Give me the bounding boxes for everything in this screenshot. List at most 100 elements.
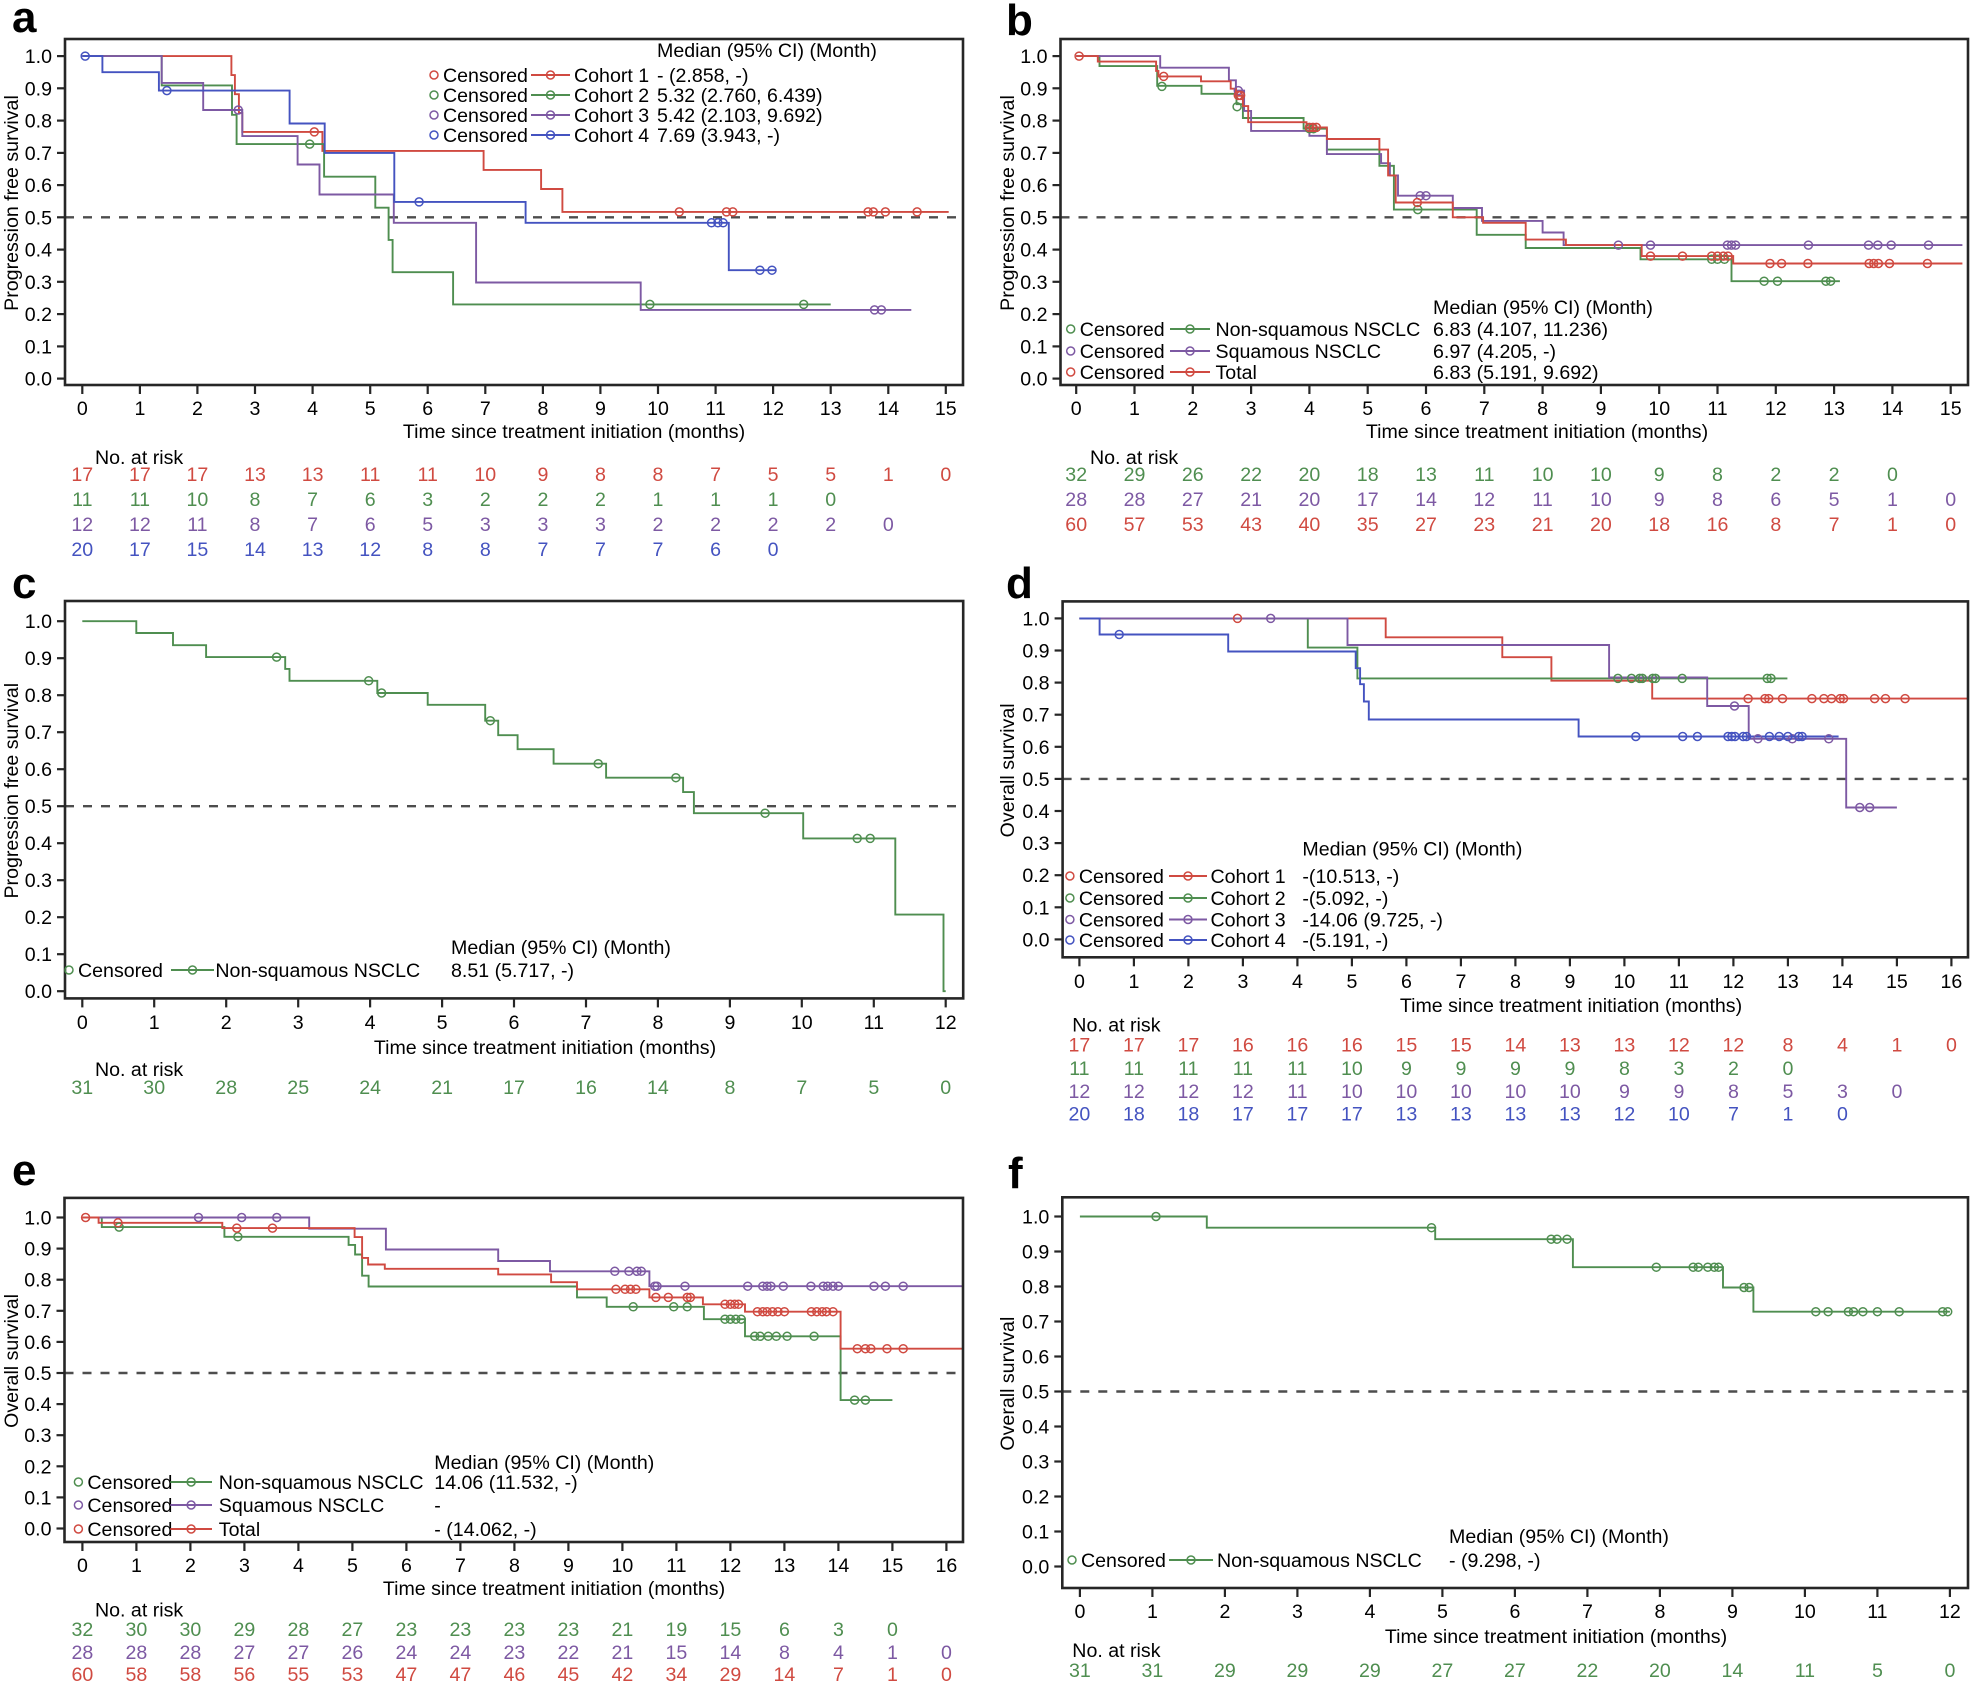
svg-text:31: 31 [1069,1660,1091,1682]
svg-text:0.0: 0.0 [24,1519,51,1541]
svg-text:12: 12 [1723,1035,1745,1057]
svg-text:0.7: 0.7 [24,1301,51,1323]
svg-text:2: 2 [1770,464,1781,486]
svg-text:0.8: 0.8 [25,685,52,707]
svg-text:10: 10 [1532,464,1554,486]
svg-text:0: 0 [1782,1058,1793,1080]
svg-text:9: 9 [1727,1601,1738,1623]
svg-text:43: 43 [1240,514,1262,536]
svg-text:29: 29 [1124,464,1146,486]
svg-text:0: 0 [1946,1035,1957,1057]
svg-text:25: 25 [287,1077,309,1099]
svg-text:4: 4 [833,1642,844,1664]
svg-text:9: 9 [1564,971,1575,993]
svg-text:53: 53 [1182,514,1204,536]
svg-text:15: 15 [882,1555,904,1577]
svg-text:56: 56 [234,1664,256,1682]
svg-text:7: 7 [307,514,318,536]
svg-text:1: 1 [1147,1601,1158,1623]
svg-text:3: 3 [537,514,548,536]
svg-text:No. at risk: No. at risk [95,1600,183,1622]
svg-text:17: 17 [1357,489,1379,511]
svg-text:32: 32 [1065,464,1087,486]
svg-text:22: 22 [1240,464,1262,486]
svg-text:2: 2 [1728,1058,1739,1080]
svg-text:12: 12 [1614,1104,1636,1126]
svg-text:27: 27 [1415,514,1437,536]
svg-text:Median (95% CI) (Month): Median (95% CI) (Month) [451,937,671,959]
svg-text:Overall survival: Overall survival [997,1317,1019,1451]
svg-text:5: 5 [365,398,376,420]
svg-text:Squamous NSCLC: Squamous NSCLC [219,1495,385,1517]
svg-text:14: 14 [1722,1660,1744,1682]
svg-text:0.6: 0.6 [1020,175,1047,197]
svg-text:0.5: 0.5 [1022,1382,1049,1404]
svg-text:0: 0 [941,1642,952,1664]
svg-text:23: 23 [504,1619,526,1641]
svg-text:Cohort 4: Cohort 4 [1211,930,1286,952]
svg-text:17: 17 [187,464,209,486]
svg-text:0.2: 0.2 [1022,1487,1049,1509]
svg-text:0.2: 0.2 [25,907,52,929]
svg-text:1: 1 [710,489,721,511]
svg-text:0.9: 0.9 [1022,1242,1049,1264]
svg-text:30: 30 [143,1077,165,1099]
svg-text:Cohort 4: Cohort 4 [574,125,649,147]
svg-text:18: 18 [1178,1104,1200,1126]
svg-text:18: 18 [1648,514,1670,536]
svg-text:26: 26 [342,1642,364,1664]
svg-text:12: 12 [1723,971,1745,993]
svg-text:14: 14 [828,1555,850,1577]
svg-text:2: 2 [595,489,606,511]
svg-text:0.5: 0.5 [24,1363,51,1385]
svg-text:12: 12 [1668,1035,1690,1057]
svg-text:29: 29 [234,1619,256,1641]
svg-text:0: 0 [1837,1104,1848,1126]
svg-text:0.5: 0.5 [25,796,52,818]
svg-text:No. at risk: No. at risk [95,447,183,469]
svg-text:Censored: Censored [1081,1550,1166,1572]
svg-text:No. at risk: No. at risk [1072,1640,1160,1662]
svg-text:15: 15 [1886,971,1908,993]
svg-text:7: 7 [833,1664,844,1682]
svg-text:0.4: 0.4 [1022,1417,1049,1439]
svg-text:11: 11 [1287,1058,1307,1080]
svg-text:15: 15 [935,398,957,420]
svg-text:14: 14 [774,1664,796,1682]
svg-text:57: 57 [1124,514,1146,536]
svg-text:11: 11 [1669,971,1689,993]
svg-text:- (14.062, -): - (14.062, -) [434,1519,536,1541]
svg-text:13: 13 [302,464,324,486]
svg-text:- (9.298, -): - (9.298, -) [1449,1550,1540,1572]
svg-text:7: 7 [1582,1601,1593,1623]
svg-text:16: 16 [1287,1035,1309,1057]
svg-text:32: 32 [72,1619,94,1641]
svg-text:35: 35 [1357,514,1379,536]
svg-text:Non-squamous NSCLC: Non-squamous NSCLC [1217,1550,1422,1572]
svg-text:8: 8 [653,464,664,486]
svg-text:Overall survival: Overall survival [1,1294,23,1428]
svg-text:14: 14 [1415,489,1437,511]
svg-text:40: 40 [1299,514,1321,536]
svg-text:Total: Total [1216,362,1257,384]
svg-text:0.2: 0.2 [1020,304,1047,326]
svg-text:11: 11 [1069,1058,1089,1080]
svg-text:3: 3 [422,489,433,511]
svg-text:7: 7 [480,398,491,420]
svg-text:Censored: Censored [87,1519,172,1541]
svg-text:10: 10 [1668,1104,1690,1126]
svg-text:4: 4 [1837,1035,1848,1057]
svg-text:6: 6 [710,539,721,561]
svg-text:13: 13 [1823,398,1845,420]
svg-text:0: 0 [940,1077,951,1099]
svg-text:a: a [12,0,37,42]
svg-text:5: 5 [1362,398,1373,420]
svg-text:0.4: 0.4 [25,833,52,855]
svg-text:18: 18 [1123,1104,1145,1126]
svg-text:46: 46 [504,1664,526,1682]
svg-text:0.1: 0.1 [1022,1522,1049,1544]
svg-text:0.3: 0.3 [1022,1452,1049,1474]
svg-text:1: 1 [1129,398,1140,420]
svg-text:Non-squamous NSCLC: Non-squamous NSCLC [215,960,420,982]
svg-text:-14.06 (9.725, -): -14.06 (9.725, -) [1302,910,1443,932]
